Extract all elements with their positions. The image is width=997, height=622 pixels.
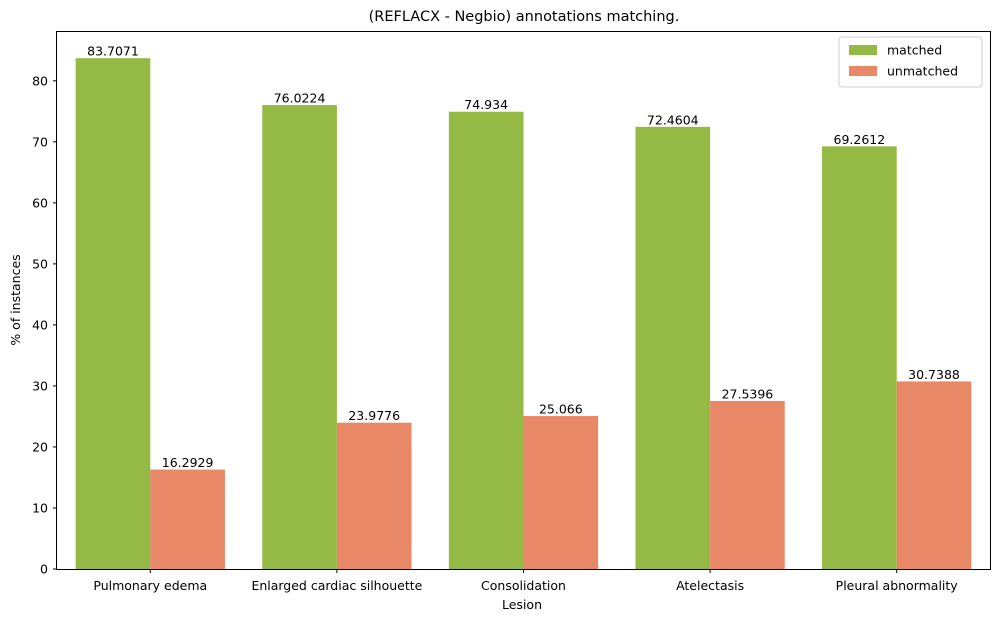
y-tick-label: 60 bbox=[32, 195, 48, 210]
bar-matched-3 bbox=[635, 126, 711, 569]
y-axis-label: % of instances bbox=[8, 254, 23, 345]
data-labels-layer: 83.7071 16.2929 76.0224 23.9776 74.934 25.066… bbox=[87, 44, 960, 470]
x-tick-label: Pulmonary edema bbox=[93, 578, 207, 593]
bar-matched-4 bbox=[822, 146, 897, 569]
data-label-unmatched-1: 23.9776 bbox=[348, 408, 400, 423]
legend-label-matched: matched bbox=[887, 43, 942, 58]
data-label-unmatched-3: 27.5396 bbox=[722, 386, 774, 401]
y-tick-label: 20 bbox=[32, 439, 48, 454]
data-label-unmatched-0: 16.2929 bbox=[162, 455, 214, 470]
legend: matched unmatched bbox=[838, 36, 983, 88]
chart-title: (REFLACX - Negbio) annotations matching. bbox=[369, 9, 680, 25]
y-tick-label: 30 bbox=[32, 378, 48, 393]
x-tick-label: Pleural abnormality bbox=[836, 578, 959, 593]
ticks-layer: Pulmonary edema Enlarged cardiac silhouet… bbox=[32, 73, 958, 593]
y-tick-label: 80 bbox=[32, 73, 48, 88]
bar-unmatched-1 bbox=[336, 422, 412, 569]
bars-layer bbox=[75, 58, 972, 570]
data-label-matched-3: 72.4604 bbox=[647, 112, 699, 127]
data-label-matched-1: 76.0224 bbox=[274, 91, 326, 106]
data-label-matched-2: 74.934 bbox=[464, 97, 508, 112]
data-label-unmatched-4: 30.7388 bbox=[908, 367, 960, 382]
data-label-matched-0: 83.7071 bbox=[87, 44, 139, 59]
bar-unmatched-3 bbox=[710, 400, 785, 569]
bar-unmatched-0 bbox=[150, 469, 225, 569]
bar-unmatched-4 bbox=[896, 381, 972, 569]
y-tick-label: 70 bbox=[32, 134, 48, 149]
y-tick-label: 0 bbox=[40, 562, 48, 577]
legend-swatch-unmatched bbox=[849, 66, 877, 76]
legend-swatch-matched bbox=[849, 45, 877, 55]
bar-unmatched-2 bbox=[523, 416, 599, 569]
data-label-matched-4: 69.2612 bbox=[834, 132, 886, 147]
data-label-unmatched-2: 25.066 bbox=[539, 402, 583, 417]
bar-matched-0 bbox=[75, 58, 151, 570]
bar-matched-1 bbox=[262, 105, 337, 570]
y-tick-label: 50 bbox=[32, 256, 48, 271]
y-tick-label: 10 bbox=[32, 500, 48, 515]
legend-label-unmatched: unmatched bbox=[887, 64, 958, 79]
bar-matched-2 bbox=[448, 111, 524, 569]
x-axis-label: Lesion bbox=[502, 597, 542, 612]
y-tick-label: 40 bbox=[32, 317, 48, 332]
x-tick-label: Atelectasis bbox=[676, 578, 744, 593]
x-tick-label: Consolidation bbox=[481, 578, 566, 593]
x-tick-label: Enlarged cardiac silhouette bbox=[251, 578, 422, 593]
